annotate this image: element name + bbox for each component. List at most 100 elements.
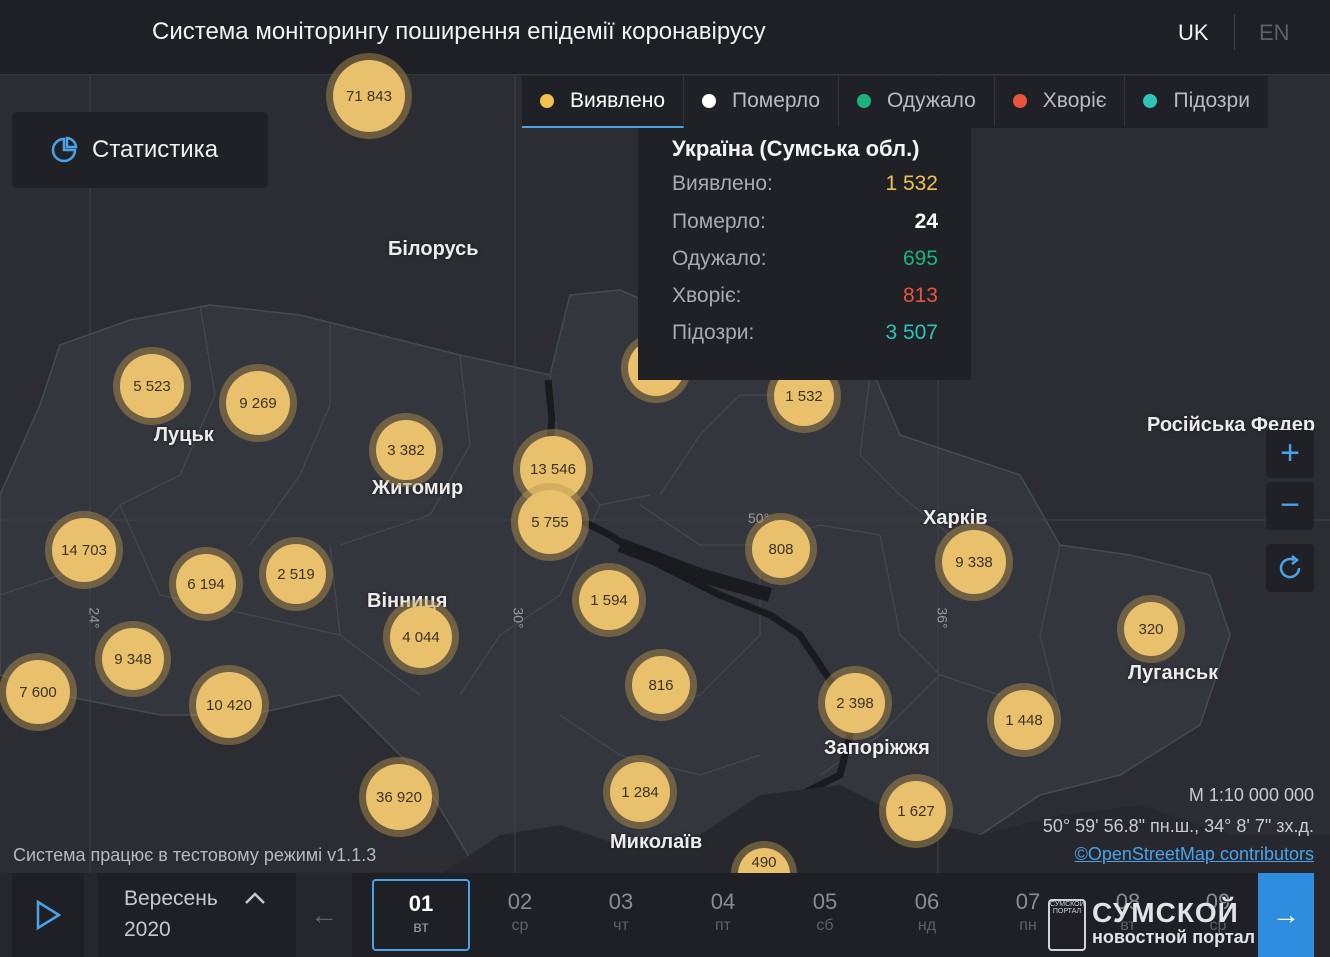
longitude-label: 36° — [934, 607, 951, 629]
sea-area — [440, 785, 1330, 875]
cluster-marker[interactable]: 1 594 — [579, 570, 639, 630]
app-header: Система моніторингу поширення епідемії к… — [0, 0, 1330, 75]
place-label: Луцьк — [154, 424, 214, 446]
chevron-up-icon — [245, 892, 265, 904]
cluster-marker[interactable]: 2 519 — [266, 544, 326, 604]
lang-uk-button[interactable]: UK — [1178, 20, 1209, 45]
cluster-marker[interactable]: 9 269 — [226, 371, 290, 435]
place-label: Миколаїв — [610, 831, 703, 853]
map-coordinates: 50° 59' 56.8" пн.ш., 34° 8' 7" зх.д. — [1042, 816, 1314, 836]
day-strip: 01 вт 02 ср 03 чт 04 пт 05 сб 06 нд 07 пн 08 вт … — [352, 873, 1258, 957]
place-label: Білорусь — [388, 238, 479, 260]
year-label: 2020 — [124, 918, 171, 941]
cluster-marker[interactable]: 816 — [632, 656, 690, 714]
tab-label: Померло — [732, 89, 821, 112]
map-scale: М 1:10 000 000 — [1188, 785, 1314, 805]
longitude-label: 30° — [510, 607, 527, 629]
deaths-dot-icon — [702, 94, 716, 108]
cluster-marker[interactable]: 2 398 — [825, 673, 885, 733]
tab-suspected[interactable]: Підозри — [1125, 76, 1268, 126]
tab-label: Виявлено — [570, 89, 665, 112]
test-mode-notice: Система працює в тестовому режимі v1.1.3 — [13, 845, 377, 865]
cluster-marker[interactable]: 71 843 — [333, 60, 405, 132]
statistics-label: Статистика — [92, 136, 219, 163]
day-item[interactable]: 07 пн — [1015, 889, 1041, 934]
day-item[interactable]: 04 пт — [710, 889, 736, 934]
minus-icon: − — [1280, 486, 1300, 524]
popup-row-sick: Хворіє: 813 — [672, 284, 938, 307]
place-label: Луганськ — [1128, 662, 1219, 684]
detected-dot-icon — [540, 94, 554, 108]
popup-row-detected: Виявлено: 1 532 — [672, 172, 938, 195]
popup-title: Україна (Сумська обл.) — [672, 136, 920, 161]
cluster-marker[interactable]: 320 — [1124, 602, 1178, 656]
osm-attribution-link[interactable]: ©OpenStreetMap contributors — [1074, 844, 1314, 864]
next-day-button[interactable]: → — [1258, 873, 1314, 957]
category-tabs: Виявлено Померло Одужало Хворіє Підозри — [522, 76, 1268, 128]
plus-icon: + — [1280, 434, 1300, 472]
suspected-dot-icon — [1143, 94, 1158, 108]
sick-dot-icon — [1012, 94, 1027, 108]
cluster-marker[interactable]: 3 382 — [376, 420, 436, 480]
day-item[interactable]: 01 вт — [372, 879, 470, 951]
refresh-icon — [1279, 555, 1301, 579]
zoom-out-button[interactable]: − — [1266, 482, 1314, 530]
region-popup: Україна (Сумська обл.) Виявлено: 1 532 По… — [638, 128, 971, 380]
day-item[interactable]: 08 вт — [1115, 889, 1141, 934]
popup-value: 1 532 — [885, 172, 938, 195]
cluster-marker[interactable]: 36 920 — [366, 764, 432, 830]
cluster-marker[interactable]: 1 284 — [610, 762, 670, 822]
seal-icon: СУМСКОЙ ПОРТАЛ — [1048, 899, 1086, 951]
lang-divider — [1234, 14, 1235, 50]
popup-value: 695 — [902, 247, 938, 270]
tab-label: Одужало — [887, 89, 976, 112]
cluster-marker[interactable]: 808 — [752, 520, 810, 578]
cluster-marker[interactable]: 5 523 — [120, 354, 184, 418]
page-title: Система моніторингу поширення епідемії к… — [152, 18, 766, 45]
month-selector[interactable]: Вересень 2020 — [98, 873, 296, 957]
recovered-dot-icon — [857, 94, 872, 108]
reset-view-button[interactable] — [1266, 544, 1314, 592]
cluster-marker[interactable]: 6 194 — [176, 554, 236, 614]
tab-recovered[interactable]: Одужало — [839, 76, 995, 126]
place-label: Житомир — [372, 477, 464, 499]
zoom-in-button[interactable]: + — [1266, 430, 1314, 478]
cluster-marker[interactable]: 1 448 — [994, 690, 1054, 750]
lang-en-button[interactable]: EN — [1259, 20, 1290, 45]
cluster-marker[interactable]: 10 420 — [196, 672, 262, 738]
day-item[interactable]: 05 сб — [812, 889, 838, 934]
tab-label: Хворіє — [1042, 89, 1107, 112]
tab-detected[interactable]: Виявлено — [522, 76, 684, 128]
watermark-line1: СУМСКОЙ — [1092, 897, 1239, 928]
arrow-left-icon: ← — [310, 899, 338, 930]
cluster-marker[interactable]: 1 627 — [886, 781, 946, 841]
popup-value: 813 — [902, 284, 938, 307]
cluster-marker[interactable]: 7 600 — [6, 660, 70, 724]
cluster-marker[interactable]: 9 348 — [102, 628, 164, 690]
popup-row-recovered: Одужало: 695 — [672, 247, 938, 270]
popup-row-deaths: Померло: 24 — [672, 210, 938, 233]
cluster-marker[interactable]: 9 338 — [942, 530, 1006, 594]
tab-sick[interactable]: Хворіє — [995, 76, 1126, 126]
place-label: Харків — [923, 507, 988, 529]
pie-chart-icon — [51, 136, 78, 163]
tab-deaths[interactable]: Померло — [684, 76, 840, 126]
longitude-label: 24° — [86, 607, 103, 629]
play-icon — [36, 899, 62, 931]
popup-row-suspected: Підозри: 3 507 — [672, 321, 938, 344]
day-item[interactable]: 09 ср — [1205, 889, 1231, 934]
cluster-marker[interactable]: 4 044 — [390, 606, 452, 668]
place-label: Запоріжжя — [824, 737, 930, 759]
latitude-label: 50° — [748, 510, 770, 526]
popup-value: 3 507 — [885, 321, 938, 344]
day-item[interactable]: 02 ср — [507, 889, 533, 934]
day-item[interactable]: 06 нд — [914, 889, 940, 934]
watermark-logo: СУМСКОЙ ПОРТАЛ СУМСКОЙ новостной портал — [1046, 893, 1328, 953]
day-item[interactable]: 03 чт — [608, 889, 634, 934]
statistics-button[interactable]: Статистика — [12, 112, 268, 188]
tab-label: Підозри — [1173, 89, 1250, 112]
cluster-marker[interactable]: 14 703 — [52, 518, 116, 582]
play-button[interactable] — [12, 873, 84, 957]
previous-day-button[interactable]: ← — [304, 891, 344, 939]
cluster-marker[interactable]: 5 755 — [518, 490, 582, 554]
